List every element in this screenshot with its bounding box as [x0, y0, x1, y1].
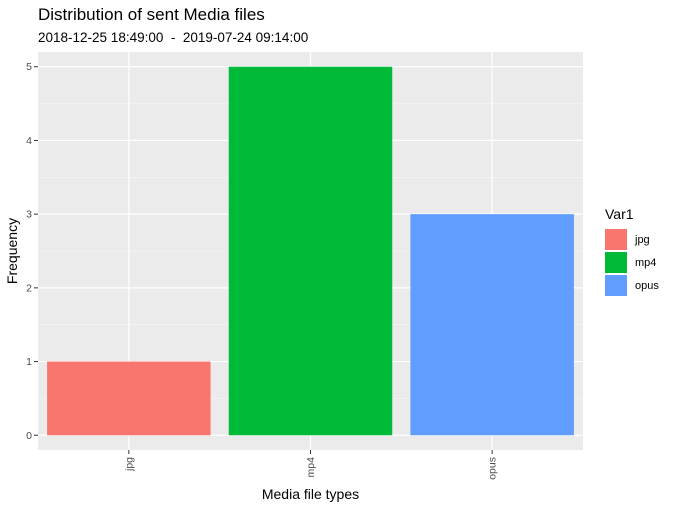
x-tick-label: jpg: [123, 457, 135, 472]
legend-label: opus: [635, 280, 659, 292]
legend-key-opus: [605, 275, 627, 296]
y-tick-label: 3: [26, 209, 32, 221]
chart-title: Distribution of sent Media files: [38, 5, 265, 24]
x-tick-label: opus: [487, 457, 499, 480]
legend-title: Var1: [605, 206, 634, 222]
legend-key-jpg: [605, 229, 627, 250]
y-axis-title: Frequency: [4, 218, 20, 284]
legend-label: mp4: [635, 257, 656, 269]
bar-mp4: [228, 66, 393, 436]
y-axis: 0 1 2 3 4 5: [26, 61, 38, 442]
x-axis-title: Media file types: [262, 486, 359, 502]
chart-subtitle: 2018-12-25 18:49:00 - 2019-07-24 09:14:0…: [38, 30, 308, 45]
x-axis: jpg mp4 opus: [123, 450, 499, 480]
x-tick-label: mp4: [305, 457, 317, 478]
legend-key-mp4: [605, 252, 627, 273]
legend-label: jpg: [634, 234, 650, 246]
bars: [47, 66, 574, 436]
y-tick-label: 0: [26, 430, 32, 442]
y-tick-label: 1: [26, 356, 32, 368]
bar-opus: [410, 214, 574, 436]
y-tick-label: 5: [26, 61, 32, 73]
legend: Var1 jpg mp4 opus: [605, 206, 659, 296]
y-tick-label: 4: [26, 135, 32, 147]
bar-jpg: [47, 361, 211, 436]
y-tick-label: 2: [26, 282, 32, 294]
